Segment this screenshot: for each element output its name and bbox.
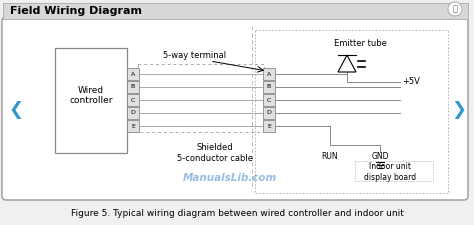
Bar xyxy=(263,68,275,80)
Circle shape xyxy=(448,2,462,16)
Text: ⌕: ⌕ xyxy=(453,4,457,13)
Bar xyxy=(3,3,468,19)
Text: C: C xyxy=(267,97,271,103)
Text: Wired
controller: Wired controller xyxy=(69,86,113,105)
Text: 5-way terminal: 5-way terminal xyxy=(164,50,227,59)
Text: RUN: RUN xyxy=(322,152,338,161)
Bar xyxy=(127,120,139,132)
Text: ManualsLib.com: ManualsLib.com xyxy=(183,173,277,183)
Text: E: E xyxy=(131,124,135,128)
Bar xyxy=(263,94,275,106)
Bar xyxy=(263,107,275,119)
Text: B: B xyxy=(267,85,271,90)
Text: A: A xyxy=(267,72,271,76)
Text: D: D xyxy=(266,110,272,115)
Bar xyxy=(127,94,139,106)
Bar xyxy=(255,30,448,193)
Text: E: E xyxy=(267,124,271,128)
Text: B: B xyxy=(131,85,135,90)
Bar xyxy=(127,68,139,80)
FancyBboxPatch shape xyxy=(2,17,468,200)
Text: Field Wiring Diagram: Field Wiring Diagram xyxy=(10,6,142,16)
Text: GND: GND xyxy=(371,152,389,161)
Bar xyxy=(355,161,433,181)
Text: Emitter tube: Emitter tube xyxy=(334,40,386,49)
Text: ❮: ❮ xyxy=(8,101,23,119)
Text: ❯: ❯ xyxy=(451,101,466,119)
Bar xyxy=(263,81,275,93)
Bar xyxy=(127,81,139,93)
Polygon shape xyxy=(338,55,356,72)
Text: D: D xyxy=(130,110,136,115)
Text: A: A xyxy=(131,72,135,76)
Bar xyxy=(138,64,264,132)
Text: Figure 5. Typical wiring diagram between wired controller and indoor unit: Figure 5. Typical wiring diagram between… xyxy=(71,209,403,218)
Text: Indoor unit
display board: Indoor unit display board xyxy=(364,162,416,182)
Bar xyxy=(127,107,139,119)
Text: +5V: +5V xyxy=(402,77,420,86)
Text: Shielded
5-conductor cable: Shielded 5-conductor cable xyxy=(177,143,253,163)
Text: C: C xyxy=(131,97,135,103)
Bar xyxy=(263,120,275,132)
Bar xyxy=(55,48,127,153)
